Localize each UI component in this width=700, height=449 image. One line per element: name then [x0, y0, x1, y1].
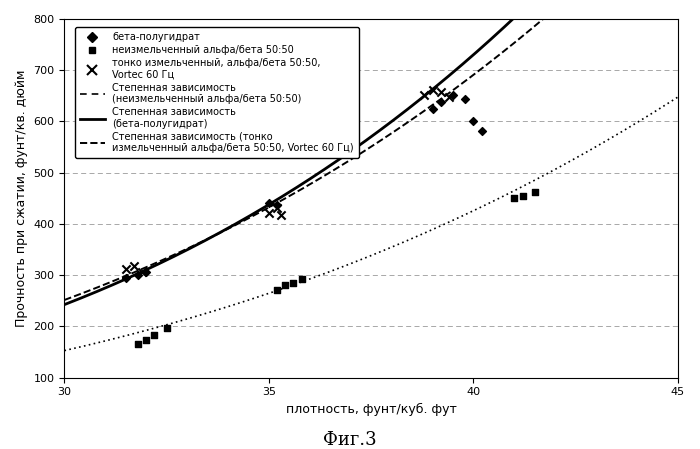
Point [132, 272, 144, 279]
Point [263, 200, 274, 207]
Point [427, 105, 438, 112]
Y-axis label: Прочность при сжатии, фунт/кв. дюйм: Прочность при сжатии, фунт/кв. дюйм [15, 70, 28, 327]
Point [296, 276, 307, 283]
Point [427, 86, 438, 93]
Point [120, 274, 132, 282]
Point [136, 269, 148, 276]
Point [272, 202, 283, 209]
Point [460, 96, 471, 103]
Point [272, 204, 283, 211]
Point [128, 262, 139, 269]
Point [476, 127, 487, 134]
Point [120, 265, 132, 273]
Point [447, 91, 458, 98]
Point [517, 192, 528, 199]
Point [149, 331, 160, 339]
Point [161, 324, 172, 331]
Point [276, 211, 287, 218]
Point [468, 118, 479, 125]
Point [280, 282, 291, 289]
Point [141, 268, 152, 275]
Text: Фиг.3: Фиг.3 [323, 431, 377, 449]
Point [263, 209, 274, 216]
Point [443, 93, 454, 101]
Point [288, 279, 299, 286]
Point [141, 337, 152, 344]
Point [272, 286, 283, 293]
Point [529, 189, 540, 196]
Point [419, 91, 430, 98]
Point [509, 195, 520, 202]
X-axis label: плотность, фунт/куб. фут: плотность, фунт/куб. фут [286, 403, 456, 416]
Point [435, 88, 447, 95]
Point [435, 98, 447, 106]
Point [132, 341, 144, 348]
Legend: бета-полугидрат, неизмельченный альфа/бета 50:50, тонко измельченный, альфа/бета: бета-полугидрат, неизмельченный альфа/бе… [76, 27, 359, 158]
